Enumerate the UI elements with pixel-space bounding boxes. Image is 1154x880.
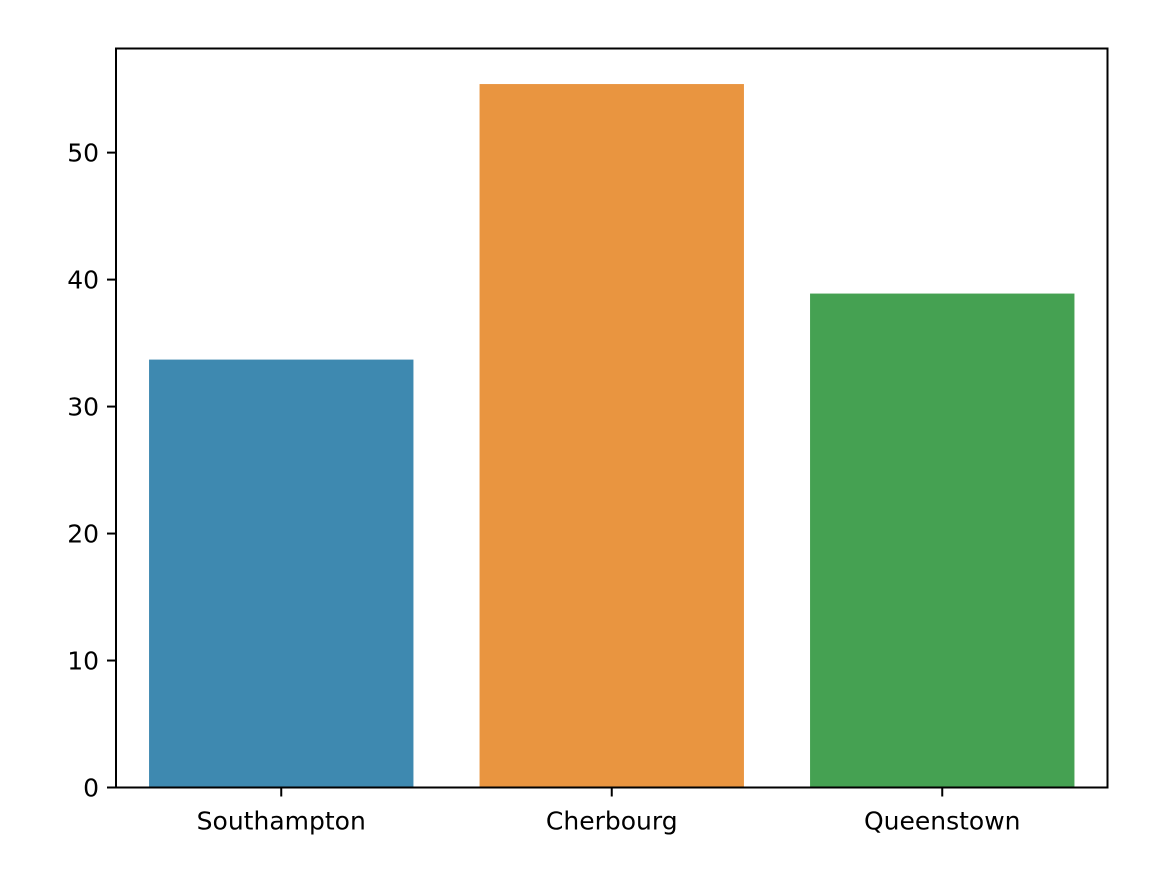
y-tick-label: 10 [67,647,99,676]
bar-cherbourg [479,84,744,788]
axes-frame [115,47,1109,789]
x-tick-label: Cherbourg [546,807,678,836]
y-tick-label: 30 [67,393,99,422]
y-tick-label: 0 [83,774,99,803]
x-tick-label: Queenstown [864,807,1021,836]
y-tick-label: 40 [67,266,99,295]
bar-southampton [149,359,414,788]
x-tick-label: Southampton [197,807,366,836]
plot-area: Southampton Cherbourg Queenstown 0 10 20 30 40 5… [67,84,1075,836]
bar-queenstown [810,293,1075,788]
y-tick-label: 50 [67,139,99,168]
y-tick-label: 20 [67,520,99,549]
